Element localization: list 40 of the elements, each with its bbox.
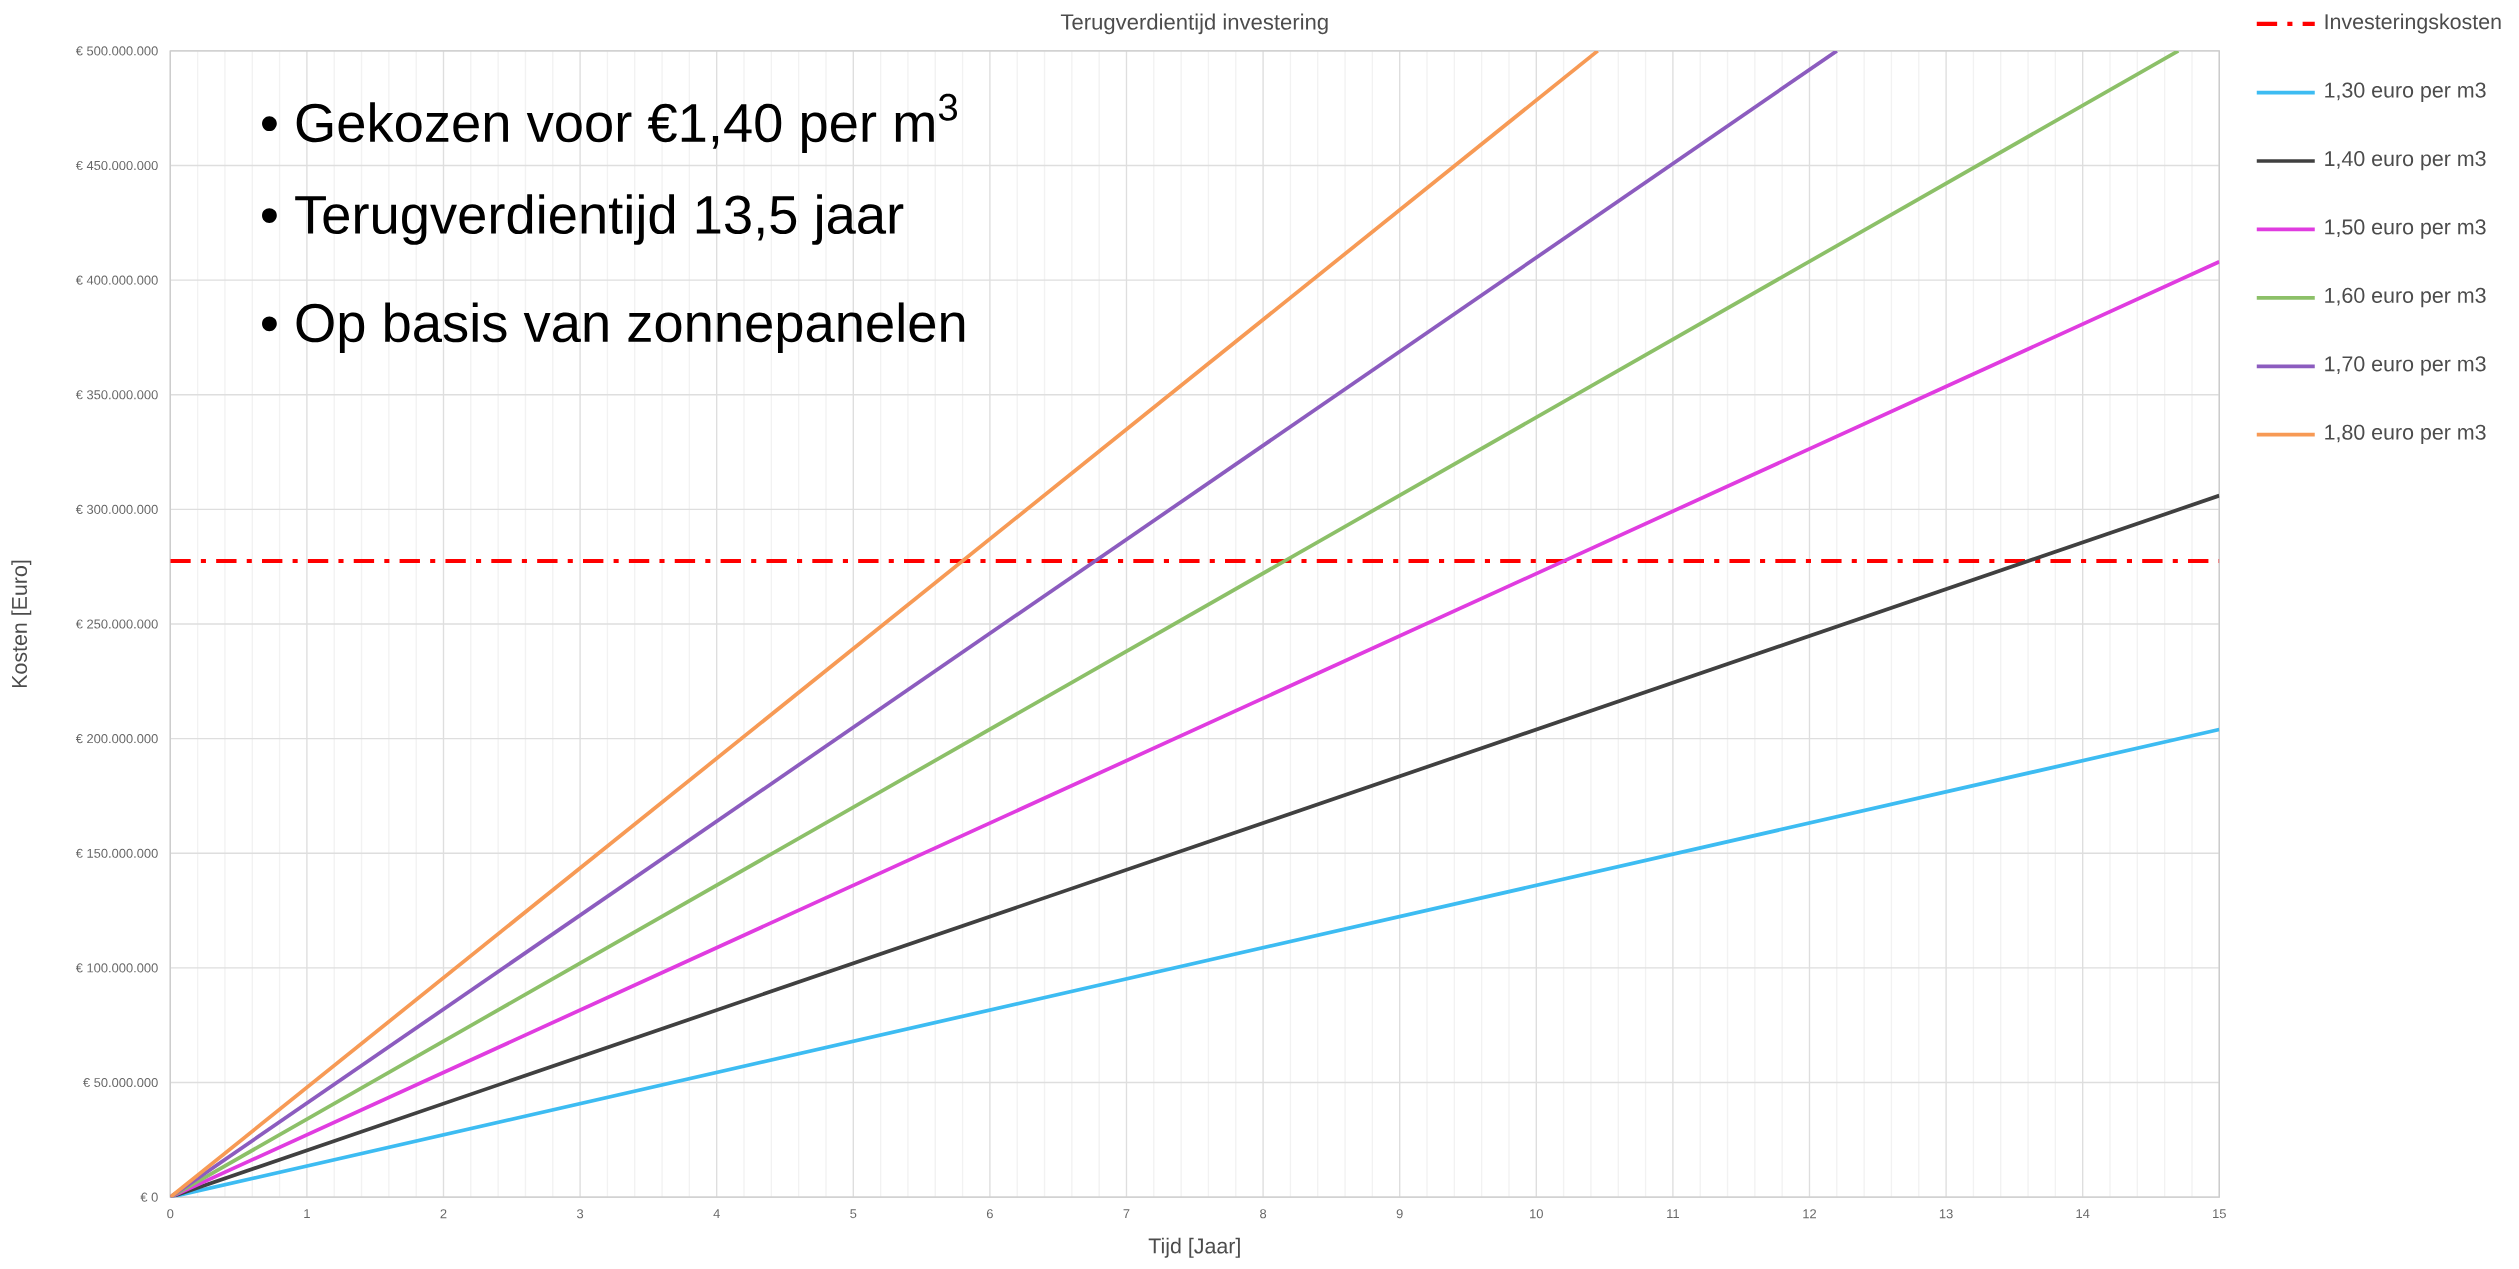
- y-tick-label: € 50.000.000: [83, 1077, 158, 1088]
- annotation: • Gekozen voor €1,40 per m$^{3}$: [262, 93, 958, 153]
- chart-title: Terugverdientijd investering: [1060, 13, 1328, 35]
- x-tick-label: 8: [1260, 1209, 1267, 1219]
- legend-label: 1,30 euro per m3: [2325, 82, 2486, 102]
- x-tick-label: 4: [713, 1209, 720, 1219]
- x-tick-label: 1: [304, 1209, 310, 1219]
- x-tick-label: 13: [1939, 1209, 1953, 1219]
- x-tick-label: 11: [1667, 1209, 1679, 1219]
- y-tick-label: € 100.000.000: [75, 963, 158, 973]
- x-tick-label: 2: [440, 1209, 447, 1219]
- legend-label: 1,40 euro per m3: [2325, 150, 2486, 171]
- x-tick-label: 9: [1396, 1209, 1403, 1219]
- legend-label: 1,50 euro per m3: [2325, 219, 2486, 239]
- y-tick-label: € 400.000.000: [75, 275, 158, 285]
- x-tick-label: 14: [2076, 1209, 2090, 1219]
- y-tick-label: € 250.000.000: [75, 619, 158, 629]
- legend-label: Investeringskosten: [2325, 13, 2501, 34]
- y-axis-title: Kosten [Euro]: [11, 560, 32, 688]
- legend-label: 1,70 euro per m3: [2325, 356, 2486, 376]
- y-tick-label: € 500.000.000: [75, 46, 158, 56]
- annotation: • Terugverdientijd 13,5 jaar: [262, 194, 904, 245]
- y-tick-label: € 150.000.000: [75, 848, 158, 858]
- x-tick-label: 12: [1803, 1209, 1816, 1219]
- x-tick-label: 5: [850, 1209, 857, 1219]
- x-axis-title: Tijd [Jaar]: [1148, 1237, 1240, 1258]
- legend-label: 1,80 euro per m3: [2325, 424, 2486, 444]
- x-tick-label: 0: [167, 1209, 174, 1219]
- x-tick-label: 3: [576, 1209, 584, 1219]
- x-tick-label: 7: [1123, 1209, 1130, 1219]
- y-tick-label: € 450.000.000: [75, 160, 158, 171]
- y-tick-label: € 200.000.000: [75, 734, 158, 744]
- annotation: • Op basis van zonnepanelen: [262, 302, 965, 354]
- y-tick-label: € 300.000.000: [75, 504, 158, 514]
- x-tick-label: 6: [986, 1209, 993, 1219]
- legend-label: 1,60 euro per m3: [2325, 287, 2486, 308]
- y-tick-label: € 0: [140, 1192, 158, 1202]
- x-tick-label: 10: [1530, 1209, 1543, 1219]
- y-tick-label: € 350.000.000: [75, 390, 158, 400]
- x-tick-label: 15: [2213, 1209, 2226, 1219]
